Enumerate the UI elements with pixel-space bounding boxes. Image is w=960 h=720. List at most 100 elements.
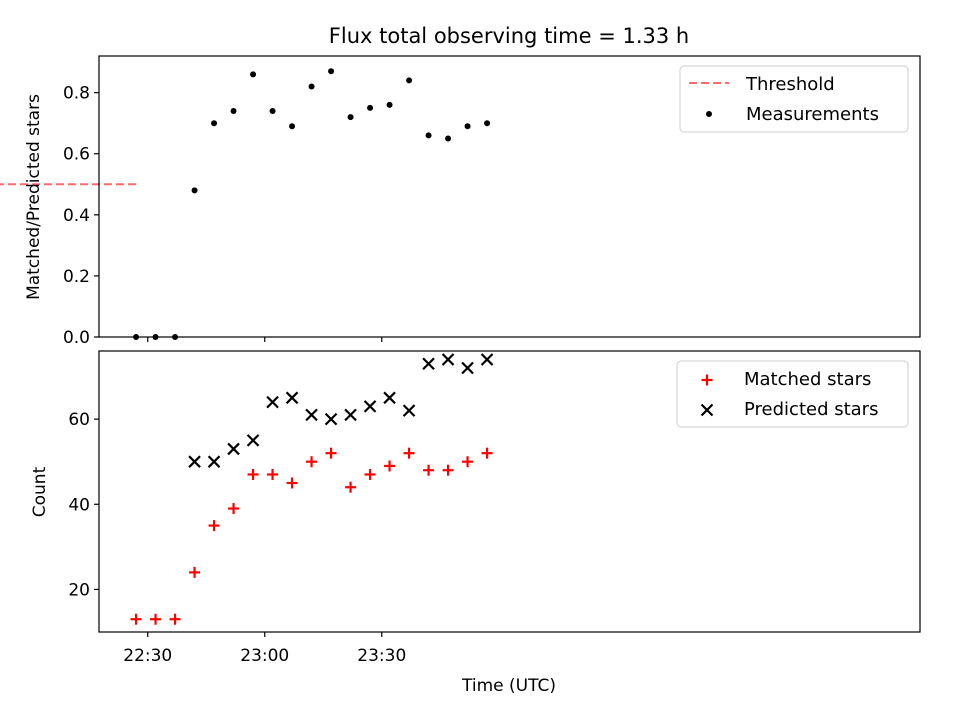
- matched-stars-layer: [130, 447, 493, 625]
- bottom-y-ticks: 20 40 60: [68, 410, 99, 600]
- y-tick-label: 40: [68, 495, 90, 515]
- top-x-ticks: [147, 337, 383, 342]
- measurement-point: [211, 120, 218, 127]
- matched-star-marker: [345, 481, 357, 493]
- y-tick-label: 0.8: [63, 84, 90, 104]
- measurement-point: [191, 187, 198, 194]
- measurement-point: [464, 123, 471, 130]
- predicted-star-marker: [227, 442, 240, 456]
- top-y-ticks: 0.0 0.2 0.4 0.6 0.8: [63, 84, 99, 348]
- x-tick-label: 23:30: [357, 646, 406, 666]
- predicted-star-marker: [344, 408, 357, 422]
- predicted-star-marker-b: [305, 408, 318, 422]
- top-y-axis-label: Matched/Predicted stars: [24, 94, 44, 300]
- legend-threshold-label: Threshold: [745, 74, 835, 95]
- predicted-star-marker-b: [227, 442, 240, 456]
- x-tick-label: 22:30: [123, 646, 172, 666]
- y-tick-label: 0.4: [63, 206, 90, 226]
- bottom-legend: Matched stars Predicted stars: [676, 360, 909, 428]
- measurement-point: [406, 77, 413, 84]
- top-axes-frame: [98, 55, 921, 338]
- matched-star-marker: [481, 447, 493, 459]
- legend-measurements-swatch: [706, 111, 712, 117]
- measurement-point: [484, 120, 491, 127]
- measurement-point: [308, 83, 315, 90]
- matched-star-marker: [189, 566, 201, 578]
- y-tick-label: 0.2: [63, 267, 90, 287]
- measurement-point: [425, 132, 432, 139]
- chart-title: Flux total observing time = 1.33 h: [329, 24, 689, 48]
- predicted-star-marker: [441, 353, 455, 366]
- predicted-star-marker-b: [344, 408, 357, 422]
- predicted-star-marker: [266, 395, 279, 409]
- predicted-star-marker-b: [266, 395, 279, 409]
- matched-star-marker: [130, 613, 142, 625]
- measurement-point: [347, 114, 354, 121]
- legend-matched-label: Matched stars: [744, 369, 871, 390]
- legend-predicted-label: Predicted stars: [744, 399, 878, 420]
- matched-star-marker: [286, 477, 298, 489]
- measurements-layer: [133, 68, 491, 340]
- matched-star-marker: [169, 613, 181, 625]
- x-tick-label: 23:00: [240, 646, 289, 666]
- matched-star-marker: [325, 447, 337, 459]
- predicted-star-marker: [188, 455, 201, 468]
- matched-star-marker: [403, 447, 415, 459]
- x-axis-label: Time (UTC): [461, 676, 556, 696]
- predicted-star-marker-b: [207, 455, 221, 468]
- predicted-star-marker-b: [383, 391, 396, 405]
- y-tick-label: 0.0: [63, 328, 90, 348]
- predicted-star-marker: [305, 408, 318, 422]
- matched-star-marker: [150, 613, 162, 625]
- predicted-star-marker-b: [324, 412, 338, 426]
- measurement-point: [230, 107, 237, 114]
- bottom-axes-frame: [98, 350, 921, 633]
- legend-predicted-marker: [700, 403, 714, 417]
- matched-star-marker: [364, 468, 376, 480]
- measurement-point: [328, 68, 335, 75]
- legend-measurements-label: Measurements: [746, 104, 879, 125]
- predicted-star-marker-b: [422, 357, 435, 371]
- predicted-star-marker-b: [246, 434, 260, 447]
- predicted-star-marker-b: [402, 404, 416, 417]
- predicted-star-marker-b: [480, 353, 494, 366]
- matched-star-marker: [442, 464, 454, 476]
- predicted-star-marker-b: [285, 391, 299, 405]
- predicted-star-marker: [383, 391, 396, 405]
- bottom-y-axis-label: Count: [30, 466, 50, 517]
- y-tick-label: 0.6: [63, 145, 90, 165]
- predicted-star-marker-b: [363, 400, 377, 413]
- predicted-star-marker: [207, 455, 221, 468]
- legend-matched-swatch: [701, 374, 713, 386]
- legend-matched-marker: [701, 374, 713, 386]
- y-tick-label: 20: [68, 580, 90, 600]
- matched-star-marker: [306, 456, 318, 468]
- predicted-star-marker: [480, 353, 494, 366]
- predicted-star-marker-b: [461, 361, 474, 375]
- predicted-star-marker: [246, 434, 260, 447]
- measurement-point: [289, 123, 296, 130]
- bottom-legend-box: [676, 360, 909, 428]
- matched-star-marker: [228, 503, 240, 515]
- legend-predicted-marker-b: [700, 403, 714, 417]
- top-legend-box: [679, 65, 909, 133]
- predicted-stars-layer: [188, 353, 494, 468]
- measurement-point: [367, 104, 374, 111]
- measurement-point: [250, 71, 257, 78]
- measurement-point: [269, 107, 276, 114]
- predicted-star-marker: [324, 412, 338, 426]
- measurement-point: [445, 135, 452, 142]
- top-panel: 0.0 0.2 0.4 0.6 0.8 Flux total observing tim…: [0, 24, 921, 348]
- predicted-star-marker: [363, 400, 377, 413]
- y-tick-label: 60: [68, 410, 90, 430]
- matched-star-marker: [384, 460, 396, 472]
- matched-star-marker: [462, 456, 474, 468]
- measurement-point: [386, 101, 393, 108]
- matched-star-marker: [267, 468, 279, 480]
- predicted-star-marker-b: [188, 455, 201, 468]
- predicted-star-marker-b: [441, 353, 455, 366]
- legend-predicted-swatch: [700, 403, 714, 417]
